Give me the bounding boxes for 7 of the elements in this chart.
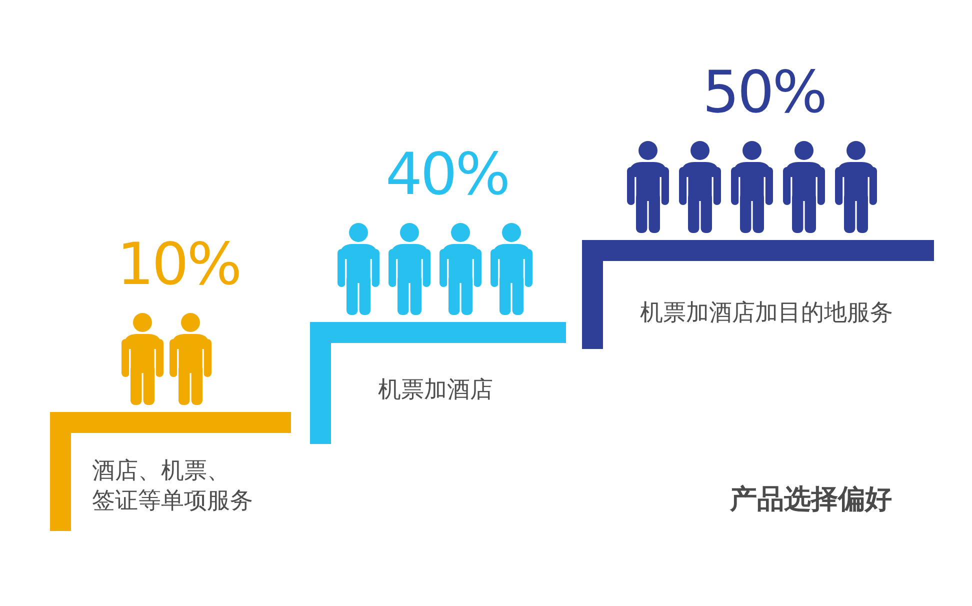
data-label: 10% (117, 230, 240, 298)
data-label: 50% (702, 58, 826, 126)
category-label: 机票加酒店 (378, 377, 493, 403)
text: 产品选择偏好 (729, 484, 892, 515)
data-label: 40% (386, 140, 508, 208)
category-label: 酒店、机票、签证等单项服务 (92, 458, 253, 514)
category-label: 机票加酒店加目的地服务 (640, 300, 893, 326)
